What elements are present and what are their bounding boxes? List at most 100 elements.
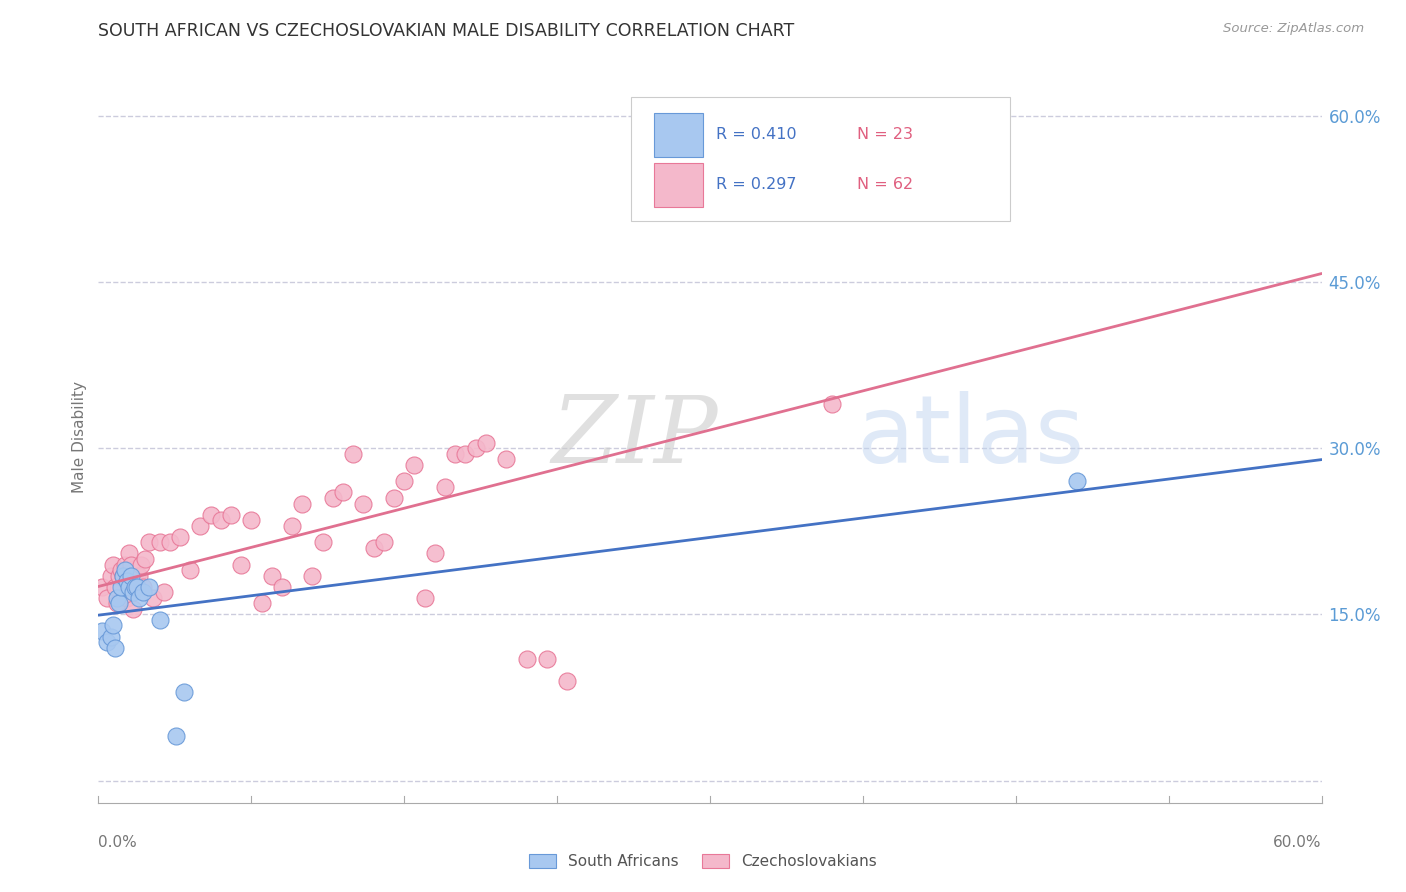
- Point: [495, 452, 517, 467]
- Point: [104, 580, 127, 594]
- Point: [118, 546, 141, 560]
- Point: [127, 580, 149, 594]
- Point: [104, 640, 127, 655]
- Point: [209, 513, 232, 527]
- Point: [132, 580, 155, 594]
- Point: [392, 475, 416, 489]
- Point: [110, 563, 132, 577]
- Point: [165, 729, 187, 743]
- Point: [120, 568, 142, 582]
- FancyBboxPatch shape: [630, 97, 1010, 221]
- Point: [200, 508, 222, 522]
- Text: R = 0.297: R = 0.297: [716, 178, 797, 193]
- Point: [444, 447, 467, 461]
- Point: [423, 546, 446, 560]
- Point: [91, 624, 114, 638]
- Point: [118, 580, 141, 594]
- Point: [434, 480, 457, 494]
- Point: [122, 602, 145, 616]
- Point: [260, 568, 283, 582]
- Point: [219, 508, 242, 522]
- Point: [129, 558, 152, 572]
- Point: [101, 558, 124, 572]
- Point: [382, 491, 405, 505]
- Point: [128, 568, 150, 582]
- Point: [454, 447, 477, 461]
- Point: [352, 497, 374, 511]
- Point: [1066, 475, 1088, 489]
- Point: [250, 596, 273, 610]
- Point: [134, 552, 156, 566]
- Point: [124, 580, 146, 594]
- Point: [124, 580, 146, 594]
- Point: [138, 535, 160, 549]
- Point: [122, 585, 145, 599]
- Text: 60.0%: 60.0%: [1274, 836, 1322, 850]
- Point: [96, 635, 118, 649]
- Point: [110, 580, 132, 594]
- Point: [108, 596, 131, 610]
- Point: [179, 563, 201, 577]
- Point: [373, 535, 395, 549]
- Point: [108, 568, 131, 582]
- Point: [322, 491, 344, 505]
- FancyBboxPatch shape: [654, 113, 703, 157]
- Text: R = 0.410: R = 0.410: [716, 128, 797, 143]
- Point: [128, 591, 150, 605]
- Point: [114, 563, 136, 577]
- Point: [536, 651, 558, 665]
- Point: [132, 585, 155, 599]
- Text: N = 62: N = 62: [856, 178, 912, 193]
- Text: atlas: atlas: [856, 391, 1085, 483]
- Point: [105, 596, 128, 610]
- Point: [169, 530, 191, 544]
- Point: [270, 580, 294, 594]
- Point: [231, 558, 253, 572]
- Point: [114, 558, 136, 572]
- Point: [301, 568, 323, 582]
- Point: [291, 497, 314, 511]
- Point: [105, 591, 128, 605]
- Point: [100, 630, 122, 644]
- Text: 0.0%: 0.0%: [98, 836, 138, 850]
- Point: [115, 591, 138, 605]
- Text: ZIP: ZIP: [551, 392, 717, 482]
- Y-axis label: Male Disability: Male Disability: [72, 381, 87, 493]
- Point: [149, 535, 172, 549]
- Point: [240, 513, 263, 527]
- Point: [96, 591, 118, 605]
- Point: [281, 518, 304, 533]
- Point: [127, 568, 149, 582]
- Point: [115, 574, 138, 589]
- Point: [149, 613, 172, 627]
- Point: [821, 397, 844, 411]
- Point: [464, 441, 486, 455]
- Point: [342, 447, 364, 461]
- Point: [152, 585, 174, 599]
- FancyBboxPatch shape: [654, 162, 703, 207]
- Point: [516, 651, 538, 665]
- Point: [413, 591, 436, 605]
- Text: SOUTH AFRICAN VS CZECHOSLOVAKIAN MALE DISABILITY CORRELATION CHART: SOUTH AFRICAN VS CZECHOSLOVAKIAN MALE DI…: [98, 22, 794, 40]
- Point: [159, 535, 181, 549]
- Point: [332, 485, 354, 500]
- Point: [120, 558, 142, 572]
- Point: [142, 591, 165, 605]
- Text: Source: ZipAtlas.com: Source: ZipAtlas.com: [1223, 22, 1364, 36]
- Point: [557, 673, 579, 688]
- Point: [173, 685, 195, 699]
- Point: [363, 541, 385, 555]
- Point: [404, 458, 426, 472]
- Point: [111, 568, 134, 582]
- Point: [100, 568, 122, 582]
- Legend: South Africans, Czechoslovakians: South Africans, Czechoslovakians: [523, 847, 883, 875]
- Text: N = 23: N = 23: [856, 128, 912, 143]
- Point: [91, 580, 114, 594]
- Point: [111, 568, 134, 582]
- Point: [312, 535, 335, 549]
- Point: [188, 518, 212, 533]
- Point: [474, 435, 498, 450]
- Point: [138, 580, 160, 594]
- Point: [101, 618, 124, 632]
- Point: [780, 114, 803, 128]
